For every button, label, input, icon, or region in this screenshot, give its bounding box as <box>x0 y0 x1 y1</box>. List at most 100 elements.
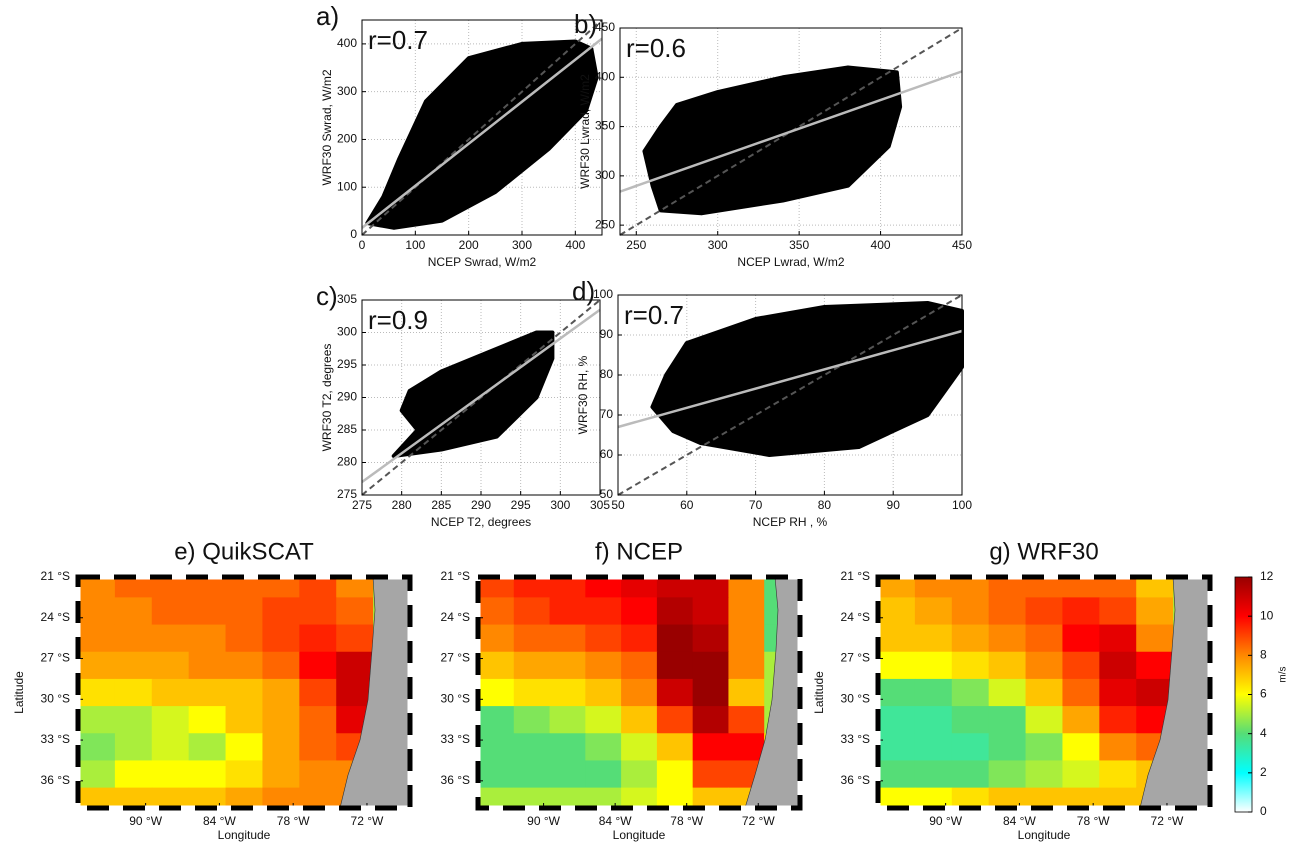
map-cell <box>1062 597 1100 626</box>
map-cell <box>656 706 694 734</box>
map-cell <box>656 733 694 761</box>
y-tick-label: 30 °S <box>441 691 470 705</box>
map-cell <box>299 787 337 809</box>
map-cell <box>299 733 337 761</box>
map-cell <box>585 651 622 680</box>
map-cell <box>621 577 658 598</box>
map-cell <box>262 597 300 626</box>
x-tick-label: 80 <box>818 498 832 512</box>
map-cell <box>951 678 990 707</box>
y-tick-label: 280 <box>337 455 357 469</box>
map-cell <box>188 624 227 653</box>
map-cell <box>621 651 658 680</box>
x-tick-label: 295 <box>511 498 531 512</box>
x-tick-label: 200 <box>459 238 479 252</box>
x-tick-label: 100 <box>952 498 972 512</box>
y-tick-label: 30 °S <box>841 691 870 705</box>
map-cell <box>151 597 190 626</box>
y-tick-label: 33 °S <box>841 732 870 746</box>
map-cell <box>1025 787 1063 809</box>
y-tick-label: 30 °S <box>41 691 70 705</box>
map-cell <box>78 577 116 598</box>
y-tick-label: 400 <box>337 36 357 50</box>
x-axis-label: Longitude <box>613 828 666 842</box>
map-cell <box>914 624 953 653</box>
map-cell <box>188 760 227 789</box>
plot-frame <box>361 299 601 496</box>
plot-frame <box>617 294 963 496</box>
panel-label: c) <box>316 281 338 311</box>
x-tick-label: 305 <box>590 498 610 512</box>
map-cell <box>336 651 374 680</box>
x-tick-label: 78 °W <box>1077 814 1110 828</box>
map-cell <box>262 678 300 707</box>
map-cell <box>114 733 153 761</box>
map-cell <box>1136 577 1174 598</box>
x-tick-label: 250 <box>626 238 646 252</box>
y-tick-label: 200 <box>337 132 357 146</box>
map-cell <box>78 678 116 707</box>
map-cell <box>951 577 990 598</box>
map-cell <box>585 678 622 707</box>
reference-line <box>617 294 963 496</box>
map-cell <box>585 787 622 809</box>
map-cell <box>262 760 300 789</box>
map-cell <box>151 760 190 789</box>
map-cell <box>299 760 337 789</box>
x-axis-label: NCEP T2, degrees <box>431 515 531 529</box>
map-frame <box>475 574 803 811</box>
annotation: r=0.6 <box>626 33 686 63</box>
map-cell <box>549 597 586 626</box>
map-cell <box>692 678 729 707</box>
y-tick-label: 21 °S <box>841 569 870 583</box>
map-cell <box>621 624 658 653</box>
map-cell <box>1099 733 1137 761</box>
map-cell <box>656 760 694 789</box>
map-cell <box>1062 624 1100 653</box>
map-cell <box>621 678 658 707</box>
map-cell <box>478 624 515 653</box>
map-cell <box>1025 733 1063 761</box>
fit-line <box>361 37 603 229</box>
x-tick-label: 280 <box>392 498 412 512</box>
y-tick-label: 300 <box>337 325 357 339</box>
annotation: r=0.9 <box>368 305 428 335</box>
map-cell <box>262 651 300 680</box>
x-axis-label: NCEP Swrad, W/m2 <box>428 255 537 269</box>
y-tick-label: 33 °S <box>41 732 70 746</box>
map-cell <box>151 651 190 680</box>
map-cell <box>299 651 337 680</box>
y-tick-label: 24 °S <box>41 610 70 624</box>
map-cell <box>656 678 694 707</box>
map-cell <box>988 597 1027 626</box>
y-tick-label: 21 °S <box>441 569 470 583</box>
x-tick-label: 90 <box>887 498 901 512</box>
y-tick-label: 36 °S <box>441 773 470 787</box>
map-title: e) QuikSCAT <box>174 538 314 565</box>
map-cell <box>188 733 227 761</box>
map-cell <box>513 577 551 598</box>
map-cell <box>878 678 916 707</box>
map-cell <box>656 624 694 653</box>
map-cell <box>656 577 694 598</box>
map-cell <box>513 624 551 653</box>
map-cell <box>656 787 694 809</box>
map-cell <box>692 733 729 761</box>
plot-frame <box>619 27 963 236</box>
map-cell <box>914 651 953 680</box>
map-cell <box>1025 651 1063 680</box>
map-cell <box>336 577 374 598</box>
scatter-cloud <box>391 330 555 458</box>
map-cell <box>188 651 227 680</box>
map-cell <box>585 760 622 789</box>
map-cell <box>262 706 300 734</box>
map-cell <box>225 706 263 734</box>
scatter-panel: 0 100 200 300 400 0 100 200 300 400 a) r=0.7 NCEP Sw… <box>316 1 603 269</box>
x-axis-label: NCEP Lwrad, W/m2 <box>737 255 844 269</box>
map-cell <box>478 678 515 707</box>
y-tick-label: 27 °S <box>441 651 470 665</box>
map-cell <box>299 678 337 707</box>
map-cell <box>1062 678 1100 707</box>
y-tick-label: 50 <box>600 487 614 501</box>
y-tick-label: 400 <box>595 69 615 83</box>
